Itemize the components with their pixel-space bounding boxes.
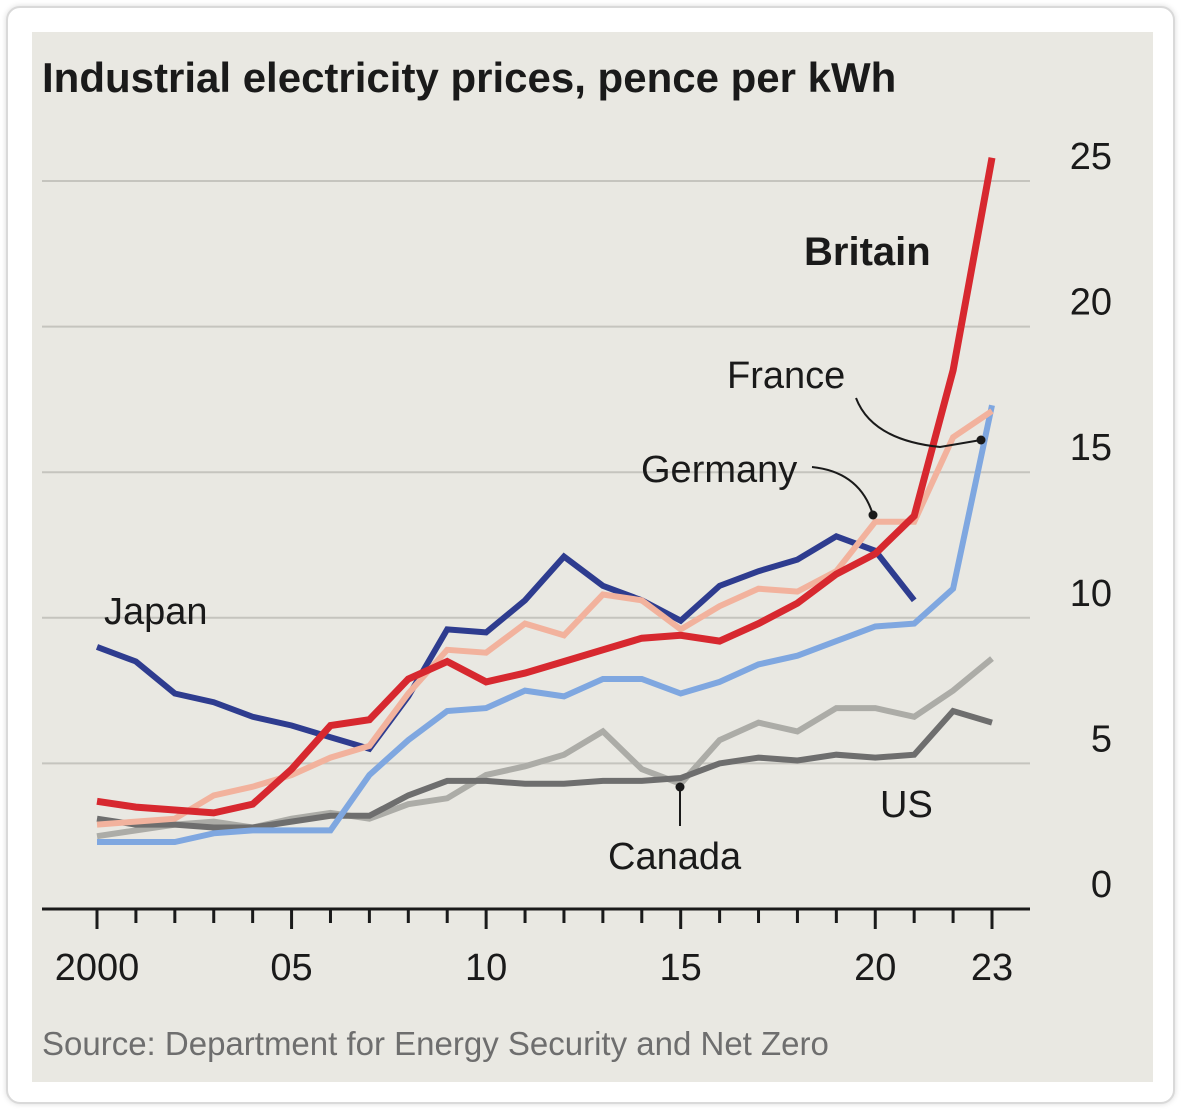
- y-tick-label-0: 0: [1091, 864, 1112, 906]
- x-tick-label-2015: 15: [660, 947, 702, 989]
- series-line-france: [97, 404, 995, 845]
- series-line-us: [96, 707, 993, 831]
- series-label-japan: Japan: [104, 591, 208, 633]
- chart-panel: [32, 32, 1153, 1082]
- y-tick-label-25: 25: [1070, 136, 1112, 178]
- y-tick-label-20: 20: [1070, 282, 1112, 324]
- series-line-britain: [96, 157, 996, 817]
- y-tick-label-15: 15: [1070, 427, 1112, 469]
- x-tick-label-2000: 2000: [55, 947, 140, 989]
- canada-leader-dot: [675, 782, 685, 792]
- chart-source: Source: Department for Energy Security a…: [42, 1025, 829, 1062]
- x-tick-label-2010: 10: [465, 947, 507, 989]
- france-leader-dot: [976, 435, 986, 445]
- x-tick-label-2020: 20: [854, 947, 896, 989]
- series-line-germany: [96, 408, 994, 828]
- x-tick-label-2005: 05: [270, 947, 312, 989]
- y-tick-label-5: 5: [1091, 718, 1112, 760]
- germany-leader-line: [811, 466, 874, 516]
- series-line-japan: [95, 532, 917, 753]
- x-tick-label-2023: 23: [971, 947, 1013, 989]
- series-label-us: US: [880, 784, 933, 826]
- chart-title: Industrial electricity prices, pence per…: [42, 54, 896, 101]
- series-label-germany: Germany: [641, 449, 797, 491]
- germany-leader-dot: [868, 510, 878, 520]
- y-tick-label-10: 10: [1070, 573, 1112, 615]
- series-label-canada: Canada: [608, 836, 742, 878]
- france-leader-line: [855, 397, 982, 449]
- series-label-france: France: [727, 355, 845, 397]
- series-label-britain: Britain: [804, 230, 931, 274]
